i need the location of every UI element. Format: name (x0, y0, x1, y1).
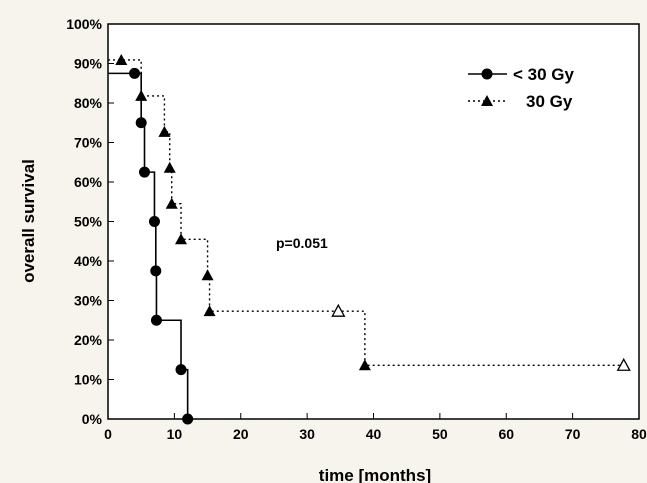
data-point-1 (163, 161, 176, 173)
legend-marker-under-30 (481, 68, 493, 80)
data-point-1 (165, 197, 178, 209)
x-tick-label: 0 (104, 426, 112, 442)
x-tick-label: 70 (565, 426, 581, 442)
data-point-0 (135, 117, 147, 129)
y-tick-label: 100% (66, 16, 102, 32)
legend-marker-30 (481, 95, 493, 106)
y-axis-label: overall survival (19, 159, 38, 283)
y-tick-label: 40% (74, 253, 103, 269)
data-point-0 (182, 413, 194, 425)
y-tick-label: 80% (74, 95, 103, 111)
annotation-p-value: p=0.051 (276, 235, 328, 251)
x-tick-label: 10 (167, 426, 183, 442)
y-tick-label: 60% (74, 174, 103, 190)
data-point-1 (158, 125, 171, 137)
data-point-0 (175, 364, 187, 376)
data-point-1 (358, 359, 371, 371)
x-axis-label: time [months] (319, 466, 431, 483)
data-point-0 (150, 265, 162, 277)
data-point-0 (129, 67, 141, 79)
legend-label-30: 30 Gy (526, 92, 573, 111)
censored-point-1 (616, 357, 631, 371)
data-point-1 (135, 89, 148, 101)
x-tick-label: 60 (498, 426, 514, 442)
x-tick-label: 40 (366, 426, 382, 442)
y-tick-label: 70% (74, 135, 103, 151)
y-tick-label: 90% (74, 56, 103, 72)
y-tick-label: 30% (74, 293, 103, 309)
markers-layer (115, 53, 631, 425)
data-point-1 (201, 269, 214, 281)
data-point-1 (115, 53, 128, 65)
y-tick-label: 0% (82, 411, 103, 427)
x-tick-label: 20 (233, 426, 249, 442)
y-axis-ticks: 0% 10% 20% 30% 40% 50% 60% 70% 80% 90% 100% (66, 16, 114, 427)
data-point-0 (139, 166, 151, 178)
x-tick-label: 50 (432, 426, 448, 442)
data-point-1 (175, 233, 188, 245)
plot-area (107, 23, 640, 420)
x-tick-label: 80 (631, 426, 647, 442)
x-axis-ticks: 0 10 20 30 40 50 60 70 80 (104, 413, 647, 442)
y-tick-label: 50% (74, 214, 103, 230)
data-point-1 (203, 305, 216, 317)
y-tick-label: 10% (74, 372, 103, 388)
legend-label-under-30: < 30 Gy (513, 65, 575, 84)
data-point-0 (148, 216, 160, 227)
censored-point-1 (331, 303, 346, 317)
x-tick-label: 30 (299, 426, 315, 442)
y-tick-label: 20% (74, 332, 103, 348)
legend: < 30 Gy 30 Gy (468, 65, 575, 111)
data-point-0 (150, 314, 162, 326)
